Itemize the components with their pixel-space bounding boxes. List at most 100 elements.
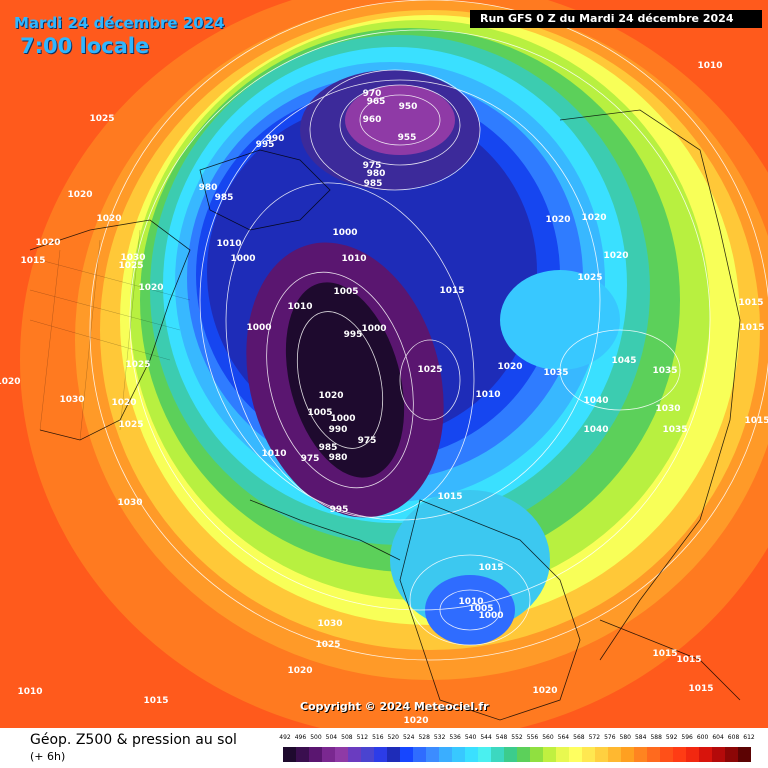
color-scale-swatch bbox=[725, 747, 738, 762]
isobar-label: 1015 bbox=[143, 696, 168, 706]
color-scale-label: 508 bbox=[341, 734, 353, 741]
color-scale-swatch bbox=[296, 747, 309, 762]
isobar-label: 1025 bbox=[577, 273, 602, 283]
isobar-label: 990 bbox=[266, 134, 285, 144]
color-scale-label: 544 bbox=[480, 734, 492, 741]
forecast-time: 7:00 locale bbox=[20, 34, 150, 58]
color-scale-label: 568 bbox=[573, 734, 585, 741]
color-scale-swatch bbox=[673, 747, 686, 762]
isobar-label: 965 bbox=[367, 97, 386, 107]
isobar-label: 990 bbox=[329, 425, 348, 435]
isobar-label: 955 bbox=[398, 133, 417, 143]
isobar-label: 1015 bbox=[439, 286, 464, 296]
isobar-label: 1010 bbox=[697, 61, 722, 71]
color-scale-swatch bbox=[361, 747, 374, 762]
color-scale-label: 556 bbox=[526, 734, 539, 741]
color-scale-label: 520 bbox=[387, 734, 399, 741]
isobar-label: 1015 bbox=[688, 684, 713, 694]
color-scale-swatch bbox=[699, 747, 712, 762]
vortex-north-core bbox=[345, 85, 455, 155]
copyright: Copyright © 2024 Meteociel.fr bbox=[300, 700, 489, 713]
isobar-label: 1020 bbox=[0, 377, 21, 387]
isobar-label: 980 bbox=[329, 453, 348, 463]
isobar-label: 1040 bbox=[583, 425, 608, 435]
isobar-label: 1010 bbox=[458, 597, 483, 607]
isobar-label: 1015 bbox=[652, 649, 677, 659]
isobar-label: 1010 bbox=[261, 449, 286, 459]
cyan-patch-east bbox=[500, 270, 620, 370]
isobar-label: 1030 bbox=[120, 253, 145, 263]
graticule bbox=[29, 229, 191, 441]
color-scale-swatch bbox=[439, 747, 452, 762]
isobar-label: 1015 bbox=[744, 416, 768, 426]
color-scale-label: 588 bbox=[650, 734, 662, 741]
color-scale-label: 532 bbox=[433, 734, 446, 741]
color-scale-swatch bbox=[543, 747, 556, 762]
color-scale-label: 512 bbox=[356, 734, 369, 741]
color-scale-label: 612 bbox=[743, 734, 755, 741]
color-scale-label: 516 bbox=[372, 734, 384, 741]
isobar-label: 985 bbox=[319, 443, 338, 453]
color-scale-bar bbox=[283, 747, 751, 762]
color-scale-swatch bbox=[634, 747, 647, 762]
isobar-label: 1020 bbox=[35, 238, 60, 248]
isobar-label: 1045 bbox=[611, 356, 636, 366]
isobar-label: 1015 bbox=[739, 323, 764, 333]
isobar-label: 1005 bbox=[333, 287, 358, 297]
color-scale-swatch bbox=[452, 747, 465, 762]
color-scale-label: 500 bbox=[310, 734, 322, 741]
color-scale-label: 540 bbox=[464, 734, 477, 741]
color-scale-swatch bbox=[309, 747, 322, 762]
color-scale-swatch bbox=[283, 747, 296, 762]
color-scale-swatch bbox=[569, 747, 582, 762]
isobar-label: 1025 bbox=[315, 640, 340, 650]
color-scale-swatch bbox=[322, 747, 335, 762]
color-scale-swatch bbox=[686, 747, 699, 762]
forecast-date: Mardi 24 décembre 2024 bbox=[14, 14, 225, 32]
color-scale-label: 492 bbox=[279, 734, 291, 741]
isobar-label: 985 bbox=[215, 193, 234, 203]
isobar-label: 1005 bbox=[468, 604, 493, 614]
color-scale-label: 580 bbox=[619, 734, 631, 741]
isobar-label: 1000 bbox=[361, 324, 386, 334]
color-scale-swatch bbox=[647, 747, 660, 762]
color-scale-label: 572 bbox=[588, 734, 601, 741]
color-scale-swatch bbox=[621, 747, 634, 762]
color-scale-label: 600 bbox=[696, 734, 709, 741]
isobar-label: 1025 bbox=[118, 261, 143, 271]
color-scale-swatch bbox=[582, 747, 595, 762]
band-blue-south-core bbox=[425, 575, 515, 645]
isobar-label: 970 bbox=[363, 89, 382, 99]
isobar-label: 1020 bbox=[545, 215, 570, 225]
coastlines bbox=[29, 109, 741, 721]
isobar-label: 1010 bbox=[216, 239, 241, 249]
color-scale-label: 548 bbox=[495, 734, 508, 741]
color-scale-label: 524 bbox=[402, 734, 415, 741]
isobar-label: 1010 bbox=[475, 390, 500, 400]
color-scale-swatch bbox=[530, 747, 543, 762]
isobar-label: 1000 bbox=[230, 254, 255, 264]
isobar-label: 1005 bbox=[307, 408, 332, 418]
color-scale-swatch bbox=[738, 747, 751, 762]
isobar-label: 1030 bbox=[655, 404, 680, 414]
isobar-label: 1010 bbox=[17, 687, 42, 697]
color-scale-label: 596 bbox=[681, 734, 693, 741]
isobar-label: 1015 bbox=[20, 256, 45, 266]
isobar-label: 1015 bbox=[478, 563, 503, 573]
isobar-label: 1010 bbox=[341, 254, 366, 264]
isobar-label: 1035 bbox=[662, 425, 687, 435]
isobar-label: 995 bbox=[344, 330, 363, 340]
isobar-label: 1020 bbox=[603, 251, 628, 261]
color-scale-swatch bbox=[400, 747, 413, 762]
isobar-label: 1020 bbox=[96, 214, 121, 224]
isobar-label: 1030 bbox=[59, 395, 84, 405]
color-scale-swatch bbox=[413, 747, 426, 762]
footer-subtitle: (+ 6h) bbox=[30, 750, 66, 763]
isobar-label: 1020 bbox=[287, 666, 312, 676]
color-scale-label: 536 bbox=[449, 734, 461, 741]
isobar-label: 1020 bbox=[403, 716, 428, 726]
isobar-label: 1020 bbox=[497, 362, 522, 372]
color-scale-swatch bbox=[374, 747, 387, 762]
isobar-label: 1015 bbox=[437, 492, 462, 502]
